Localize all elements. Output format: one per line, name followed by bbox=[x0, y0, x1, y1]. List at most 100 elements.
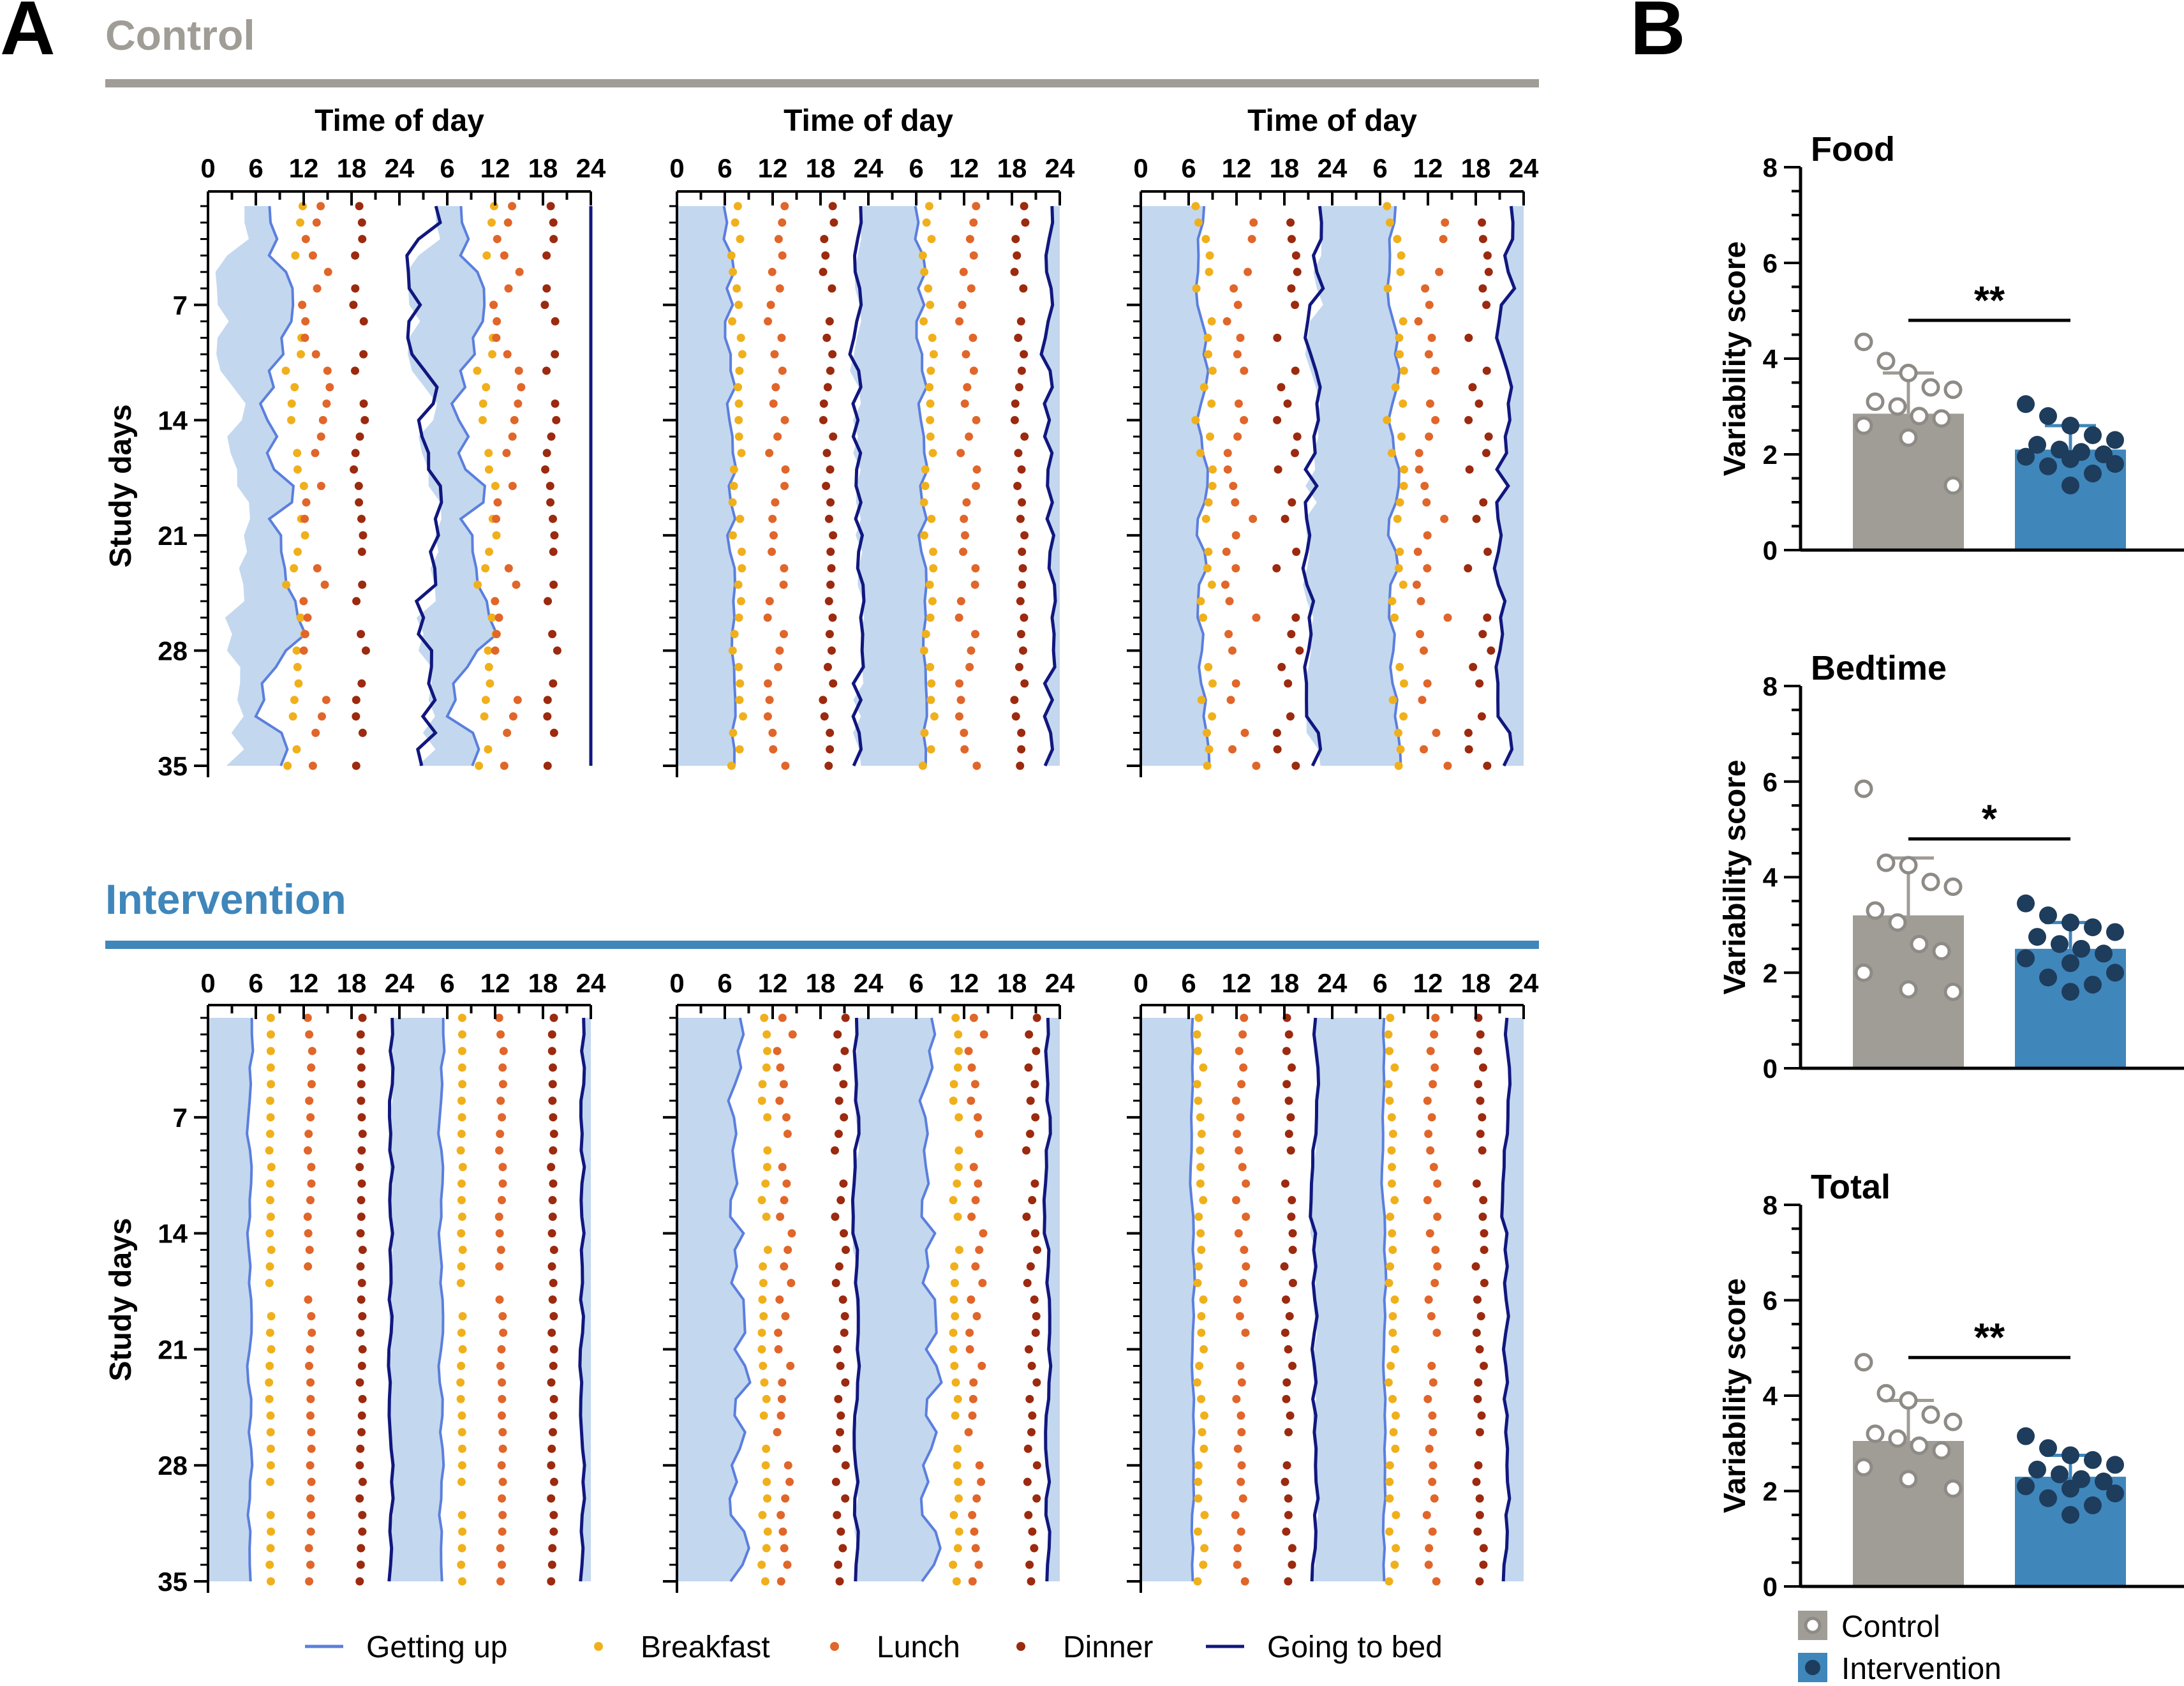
breakfast-dot bbox=[955, 1047, 963, 1056]
data-point-intervention bbox=[2106, 431, 2124, 449]
breakfast-dot bbox=[921, 630, 930, 639]
x-tick-label: 12 bbox=[949, 153, 979, 183]
breakfast-dot bbox=[1207, 399, 1216, 408]
getting-up-line-i3-2 bbox=[1380, 1017, 1388, 1582]
lunch-dot bbox=[508, 432, 517, 441]
x-tick-label: 24 bbox=[576, 153, 606, 183]
breakfast-dot bbox=[1387, 1113, 1396, 1122]
lunch-dot bbox=[780, 415, 789, 424]
lunch-dot bbox=[969, 218, 978, 227]
lunch-dot bbox=[784, 1246, 792, 1255]
dinner-dot bbox=[1282, 1047, 1291, 1056]
dinner-dot bbox=[829, 531, 838, 540]
breakfast-dot bbox=[1194, 1013, 1203, 1022]
lunch-dot bbox=[307, 1080, 316, 1089]
lunch-dot bbox=[503, 728, 512, 737]
breakfast-dot bbox=[1385, 1047, 1394, 1056]
dinner-dot bbox=[548, 1212, 557, 1221]
breakfast-dot bbox=[1205, 432, 1214, 441]
lunch-dot bbox=[1240, 1013, 1249, 1022]
dinner-dot bbox=[547, 1328, 556, 1337]
breakfast-dot bbox=[729, 267, 738, 276]
breakfast-dot bbox=[475, 761, 484, 770]
lunch-dot bbox=[766, 301, 775, 310]
dinner-dot bbox=[549, 1246, 558, 1255]
y-tick-label: 6 bbox=[1763, 248, 1778, 278]
breakfast-dot bbox=[734, 613, 743, 622]
breakfast-dot bbox=[478, 415, 487, 424]
lunch-dot bbox=[967, 1063, 976, 1072]
lunch-dot bbox=[967, 1295, 976, 1304]
breakfast-dot bbox=[457, 1229, 466, 1238]
dinner-dot bbox=[1473, 1527, 1482, 1536]
dinner-dot bbox=[1484, 432, 1493, 441]
breakfast-dot bbox=[457, 1113, 466, 1122]
lunch-dot bbox=[306, 1196, 315, 1205]
data-point-control bbox=[1854, 332, 1873, 352]
lunch-dot bbox=[973, 1113, 982, 1122]
dinner-dot bbox=[349, 301, 358, 310]
breakfast-dot bbox=[1399, 580, 1408, 589]
lunch-dot bbox=[775, 1295, 784, 1304]
dinner-dot bbox=[1293, 267, 1302, 276]
dinner-dot bbox=[549, 679, 558, 688]
lunch-dot bbox=[311, 350, 320, 359]
dinner-dot bbox=[1476, 1030, 1485, 1039]
legend-getting-up-label: Getting up bbox=[366, 1630, 507, 1664]
lunch-dot bbox=[1225, 597, 1234, 606]
dinner-dot bbox=[355, 202, 364, 211]
x-tick-label: 6 bbox=[717, 153, 732, 183]
lunch-dot bbox=[779, 580, 788, 589]
dinner-dot bbox=[1032, 1494, 1041, 1503]
breakfast-dot bbox=[738, 563, 747, 572]
dinner-dot bbox=[1025, 1130, 1034, 1138]
x-tick-label: 12 bbox=[1413, 968, 1443, 998]
dinner-dot bbox=[549, 1511, 558, 1519]
dinner-dot bbox=[1482, 449, 1490, 458]
y-tick-label: 0 bbox=[1763, 1054, 1778, 1084]
breakfast-dot bbox=[1193, 1527, 1202, 1536]
lunch-dot bbox=[780, 563, 789, 572]
lunch-dot bbox=[1425, 399, 1434, 408]
y-axis-title: Variability score bbox=[1718, 241, 1752, 476]
dinner-dot bbox=[357, 548, 366, 556]
dinner-dot bbox=[357, 630, 366, 639]
breakfast-dot bbox=[1194, 1212, 1203, 1221]
lunch-dot bbox=[492, 514, 501, 523]
breakfast-dot bbox=[1199, 613, 1208, 622]
breakfast-dot bbox=[919, 317, 928, 326]
breakfast-dot bbox=[1192, 1378, 1201, 1387]
dinner-dot bbox=[1480, 1246, 1489, 1255]
dinner-dot bbox=[549, 728, 558, 737]
breakfast-dot bbox=[1388, 696, 1397, 705]
lunch-dot bbox=[1423, 1196, 1432, 1205]
data-point-intervention bbox=[2061, 450, 2079, 468]
lunch-dot bbox=[1238, 1030, 1247, 1039]
breakfast-dot bbox=[1393, 235, 1402, 244]
x-tick-label: 24 bbox=[1509, 968, 1539, 998]
dinner-dot bbox=[350, 465, 359, 474]
breakfast-dot bbox=[926, 432, 935, 441]
lunch-dot bbox=[308, 251, 317, 260]
dinner-dot bbox=[549, 1477, 558, 1486]
legend-breakfast-swatch bbox=[594, 1642, 603, 1651]
breakfast-dot bbox=[457, 1444, 466, 1453]
data-point-control bbox=[1899, 1391, 1918, 1410]
going-to-bed-line-i2-2 bbox=[1042, 1017, 1053, 1582]
lunch-dot bbox=[1415, 449, 1423, 458]
breakfast-dot bbox=[1208, 482, 1217, 490]
y-tick-label: 4 bbox=[1763, 1381, 1778, 1411]
legend-control-label: Control bbox=[1841, 1610, 1940, 1644]
dinner-dot bbox=[1018, 646, 1027, 655]
y-tick-label: 35 bbox=[158, 1567, 188, 1597]
breakfast-dot bbox=[1388, 1394, 1397, 1403]
y-tick-label: 8 bbox=[1763, 671, 1778, 701]
data-point-intervention bbox=[2017, 1477, 2035, 1496]
lunch-dot bbox=[304, 1544, 313, 1553]
lunch-dot bbox=[301, 630, 309, 639]
dinner-dot bbox=[359, 399, 368, 408]
lunch-dot bbox=[316, 202, 325, 211]
lunch-dot bbox=[960, 514, 969, 523]
dinner-dot bbox=[1020, 679, 1029, 688]
x-tick-label: 0 bbox=[200, 153, 215, 183]
